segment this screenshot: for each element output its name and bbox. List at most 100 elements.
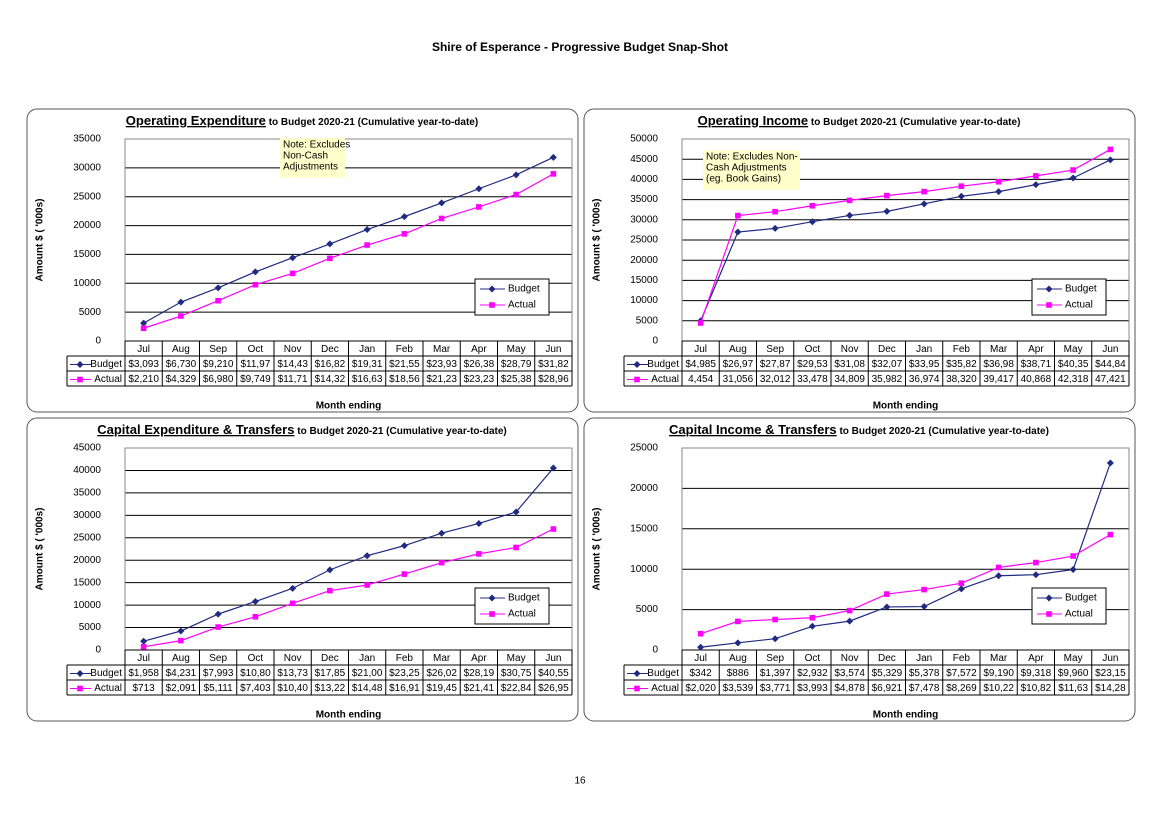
note-text: Cash Adjustments: [706, 163, 787, 174]
marker: [438, 215, 445, 222]
marker: [772, 616, 778, 623]
y-tick-label: 0: [95, 336, 101, 347]
table-value: $1,958: [128, 668, 159, 679]
x-tick-label: Oct: [248, 344, 264, 355]
x-tick-label: Feb: [953, 653, 971, 664]
marker: [140, 637, 148, 645]
marker: [1069, 566, 1077, 574]
marker: [364, 242, 370, 248]
marker: [958, 183, 965, 189]
table-value: $1,397: [760, 668, 791, 679]
y-tick-label: 25000: [630, 443, 658, 454]
x-tick-label: Oct: [805, 344, 821, 355]
note-text: Note: Excludes Non-: [706, 152, 798, 163]
table-value: $7,403: [240, 683, 271, 694]
table-value: 4,454: [688, 374, 713, 385]
legend-label: Actual: [508, 609, 536, 620]
table-row-header: Budget: [647, 359, 679, 370]
table-value: $44,84: [1095, 359, 1126, 370]
marker: [476, 204, 482, 210]
table-value: 40,868: [1021, 374, 1052, 385]
y-tick-label: 25000: [630, 235, 658, 246]
table-value: $3,993: [797, 683, 828, 694]
marker: [846, 607, 853, 614]
marker: [883, 207, 891, 215]
table-value: $10,80: [240, 668, 271, 679]
table-value: 38,320: [946, 374, 977, 385]
marker: [289, 270, 296, 277]
marker: [734, 639, 742, 647]
marker: [475, 185, 483, 193]
x-tick-label: Jul: [694, 344, 707, 355]
marker: [475, 519, 483, 527]
marker: [289, 254, 297, 262]
marker: [549, 464, 557, 472]
marker: [550, 171, 557, 177]
x-tick-label: Oct: [248, 653, 264, 664]
table-value: $38,71: [1021, 359, 1052, 370]
table-value: $2,091: [166, 683, 197, 694]
y-axis-title: Amount $ ( '000s): [35, 199, 46, 282]
marker: [1070, 167, 1076, 173]
y-tick-label: 5000: [636, 604, 659, 615]
table-value: $26,95: [538, 683, 569, 694]
marker: [363, 552, 371, 560]
chart-title-main: Capital Expenditure & Transfers: [97, 422, 294, 437]
x-tick-label: Sep: [766, 653, 784, 664]
table-value: $14,32: [315, 374, 346, 385]
x-tick-label: May: [1064, 653, 1083, 664]
marker: [1069, 174, 1077, 182]
chart-title: Operating Expenditure to Budget 2020-21 …: [126, 113, 478, 128]
y-tick-label: 50000: [630, 134, 658, 145]
x-tick-label: Nov: [284, 653, 302, 664]
table-key-marker: [634, 376, 640, 383]
marker: [400, 213, 408, 221]
marker: [1033, 559, 1039, 566]
table-value: $6,921: [872, 683, 903, 694]
table-value: $10,40: [277, 683, 308, 694]
x-tick-label: Sep: [766, 344, 784, 355]
chart-title-main: Operating Income: [698, 113, 809, 128]
table-value: $26,38: [464, 359, 495, 370]
marker: [921, 586, 927, 593]
legend-box: [1031, 278, 1107, 316]
legend-label: Budget: [508, 284, 540, 295]
table-value: $5,329: [872, 668, 903, 679]
x-tick-label: Sep: [209, 653, 227, 664]
x-tick-label: Sep: [209, 344, 227, 355]
y-tick-label: 40000: [73, 465, 101, 476]
marker: [438, 199, 446, 207]
marker: [995, 188, 1003, 196]
table-value: $14,48: [352, 683, 383, 694]
marker: [846, 211, 854, 219]
series-line: [143, 173, 554, 329]
marker: [215, 624, 221, 630]
y-axis-title: Amount $ ( '000s): [592, 508, 603, 591]
x-axis-title: Month ending: [873, 401, 939, 412]
x-tick-label: Jun: [545, 344, 561, 355]
marker: [697, 630, 704, 637]
x-tick-label: Dec: [878, 653, 896, 664]
y-tick-label: 30000: [73, 510, 101, 521]
table-value: $31,82: [538, 359, 569, 370]
marker: [438, 529, 446, 537]
table-value: $13,73: [277, 668, 308, 679]
y-tick-label: 0: [652, 336, 658, 347]
legend-marker: [1045, 285, 1053, 293]
table-value: $342: [690, 668, 713, 679]
table-value: 35,982: [872, 374, 903, 385]
x-tick-label: Jan: [359, 653, 375, 664]
x-tick-label: Jul: [694, 653, 707, 664]
table-value: 36,974: [909, 374, 940, 385]
y-tick-label: 15000: [73, 577, 101, 588]
table-value: $7,478: [909, 683, 940, 694]
legend-marker: [1046, 302, 1052, 308]
marker: [512, 508, 520, 516]
marker: [884, 192, 890, 199]
table-value: $5,111: [204, 683, 234, 694]
marker: [957, 585, 965, 593]
y-tick-label: 20000: [73, 555, 101, 566]
table-value: $30,75: [501, 668, 532, 679]
y-tick-label: 30000: [73, 162, 101, 173]
marker: [1106, 156, 1114, 164]
